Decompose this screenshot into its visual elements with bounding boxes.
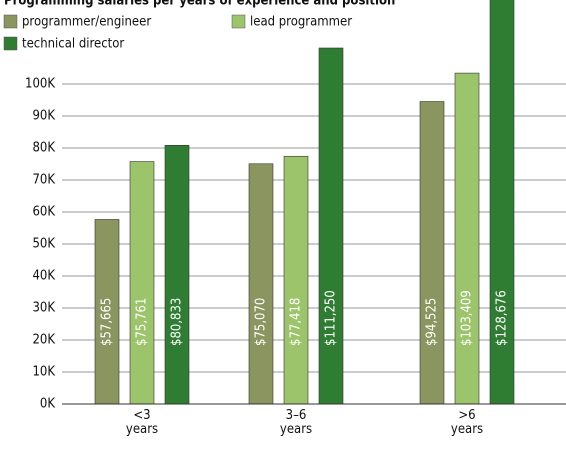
chart-title: Programming salaries per years of experi…: [4, 0, 395, 9]
y-tick-label: 80K: [32, 141, 55, 156]
legend-swatch: [3, 36, 18, 51]
legend-label: lead programmer: [250, 15, 352, 30]
data-label: $77,418: [289, 298, 304, 346]
bar: [129, 161, 155, 405]
data-label: $103,409: [460, 290, 475, 346]
bar: [164, 145, 190, 405]
bar-group: $80,833: [164, 145, 190, 405]
y-tick-label: 60K: [32, 205, 55, 220]
legend-label: technical director: [22, 37, 124, 52]
legend-swatch: [231, 14, 246, 29]
bar-group: $75,070: [248, 163, 274, 405]
bar-group: $103,409: [454, 72, 480, 405]
bar-group: $128,676: [489, 0, 515, 405]
data-label: $94,525: [425, 298, 440, 346]
bar-group: $75,761: [129, 161, 155, 405]
bar: [94, 219, 120, 405]
data-label: $128,676: [495, 290, 510, 346]
bar: [318, 47, 344, 405]
data-label: $75,761: [135, 298, 150, 346]
y-tick-label: 100K: [25, 77, 55, 92]
bar-group: $111,250: [318, 47, 344, 405]
bar: [248, 163, 274, 405]
bar: [283, 155, 309, 405]
y-tick-label: 30K: [32, 301, 55, 316]
legend-swatch: [3, 14, 18, 29]
y-tick-label: 90K: [32, 109, 55, 124]
x-tick-label: >6 years: [450, 408, 484, 437]
bar-group: $77,418: [283, 155, 309, 405]
bar-group: $57,665: [94, 219, 120, 405]
y-tick-label: 10K: [32, 365, 55, 380]
y-tick-label: 50K: [32, 237, 55, 252]
data-label: $75,070: [254, 298, 269, 346]
y-tick-label: 0K: [40, 397, 55, 412]
bar-group: $94,525: [419, 101, 445, 405]
bar: [419, 101, 445, 405]
x-tick-label: <3 years: [125, 408, 159, 437]
y-tick-label: 40K: [32, 269, 55, 284]
bar: [454, 72, 480, 405]
y-tick-label: 20K: [32, 333, 55, 348]
data-label: $80,833: [170, 298, 185, 346]
y-tick-label: 70K: [32, 173, 55, 188]
data-label: $111,250: [324, 290, 339, 346]
legend-label: programmer/engineer: [22, 15, 151, 30]
x-tick-label: 3–6 years: [279, 408, 313, 437]
data-label: $57,665: [100, 298, 115, 346]
bar: [489, 0, 515, 405]
